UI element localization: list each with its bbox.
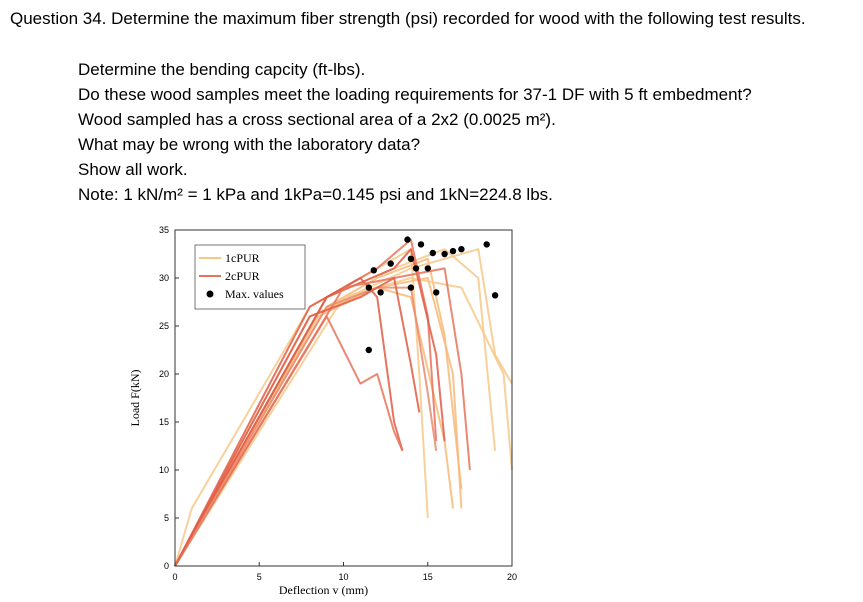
max-value-point — [491, 292, 499, 299]
question-line: Do these wood samples meet the loading r… — [78, 85, 752, 104]
y-tick-label: 5 — [164, 513, 169, 523]
max-value-point — [449, 247, 457, 255]
y-tick-label: 30 — [159, 273, 169, 283]
max-value-point — [417, 241, 425, 248]
question-title: Question 34. Determine the maximum fiber… — [10, 9, 806, 28]
ticks-layer: 0 5 10 15 20 0 5 10 15 20 25 30 35 — [159, 225, 517, 582]
x-axis-label: Deflection v (mm) — [279, 583, 368, 597]
max-value-point — [365, 346, 372, 354]
y-tick-label: 35 — [159, 225, 169, 235]
max-value-point — [429, 249, 436, 257]
question-line: Determine the bending capcity (ft-lbs). — [78, 60, 366, 79]
x-tick-label: 5 — [257, 572, 262, 582]
series-line-1cpur-5 — [174, 286, 454, 567]
max-value-point — [412, 265, 420, 272]
max-value-point — [407, 284, 415, 291]
max-value-point — [458, 246, 465, 253]
series-line-2cpur-12 — [174, 286, 438, 567]
series-line-2cpur-13 — [174, 277, 421, 567]
legend: 1cPUR 2cPUR Max. values — [194, 244, 306, 310]
max-value-point — [441, 250, 448, 258]
max-value-point — [365, 284, 372, 291]
y-tick-label: 25 — [159, 321, 169, 331]
chart-svg: 0 5 10 15 20 0 5 10 15 20 25 30 35 Deflection v (mm)… — [128, 225, 517, 597]
x-tick-label: 10 — [338, 572, 348, 582]
y-tick-label: 20 — [159, 369, 169, 379]
x-tick-label: 15 — [423, 572, 433, 582]
max-value-point — [483, 241, 490, 248]
question-line: Wood sampled has a cross sectional area … — [78, 110, 556, 129]
legend-marker-max — [206, 290, 214, 298]
max-value-point — [370, 267, 377, 274]
y-tick-label: 0 — [164, 561, 169, 571]
legend-label-max: Max. values — [225, 287, 284, 301]
question-lines: Determine the bending capcity (ft-lbs). … — [78, 57, 752, 207]
question-line: What may be wrong with the laboratory da… — [78, 135, 421, 154]
series-line-2cpur-8 — [174, 277, 404, 567]
max-value-point — [424, 265, 431, 272]
max-points-layer — [365, 236, 499, 354]
x-tick-label: 20 — [507, 572, 517, 582]
series-line-1cpur-4 — [174, 277, 513, 567]
load-deflection-chart: 0 5 10 15 20 0 5 10 15 20 25 30 35 Deflection v (mm)… — [125, 222, 525, 597]
question-line: Show all work. — [78, 160, 188, 179]
y-tick-label: 15 — [159, 417, 169, 427]
x-tick-label: 0 — [172, 572, 177, 582]
series-layer — [174, 238, 513, 567]
max-value-point — [387, 260, 394, 267]
series-line-2cpur-11 — [174, 267, 471, 567]
y-tick-label: 10 — [159, 465, 169, 475]
legend-label-1cpur: 1cPUR — [225, 251, 260, 265]
series-line-2cpur-10 — [174, 248, 446, 567]
max-value-point — [377, 289, 384, 296]
legend-label-2cpur: 2cPUR — [225, 269, 260, 283]
max-value-point — [407, 255, 415, 262]
max-value-point — [433, 289, 440, 296]
max-value-point — [404, 236, 411, 243]
y-axis-label: Load F(kN) — [128, 370, 142, 427]
question-line: Note: 1 kN/m² = 1 kPa and 1kPa=0.145 psi… — [78, 185, 553, 204]
